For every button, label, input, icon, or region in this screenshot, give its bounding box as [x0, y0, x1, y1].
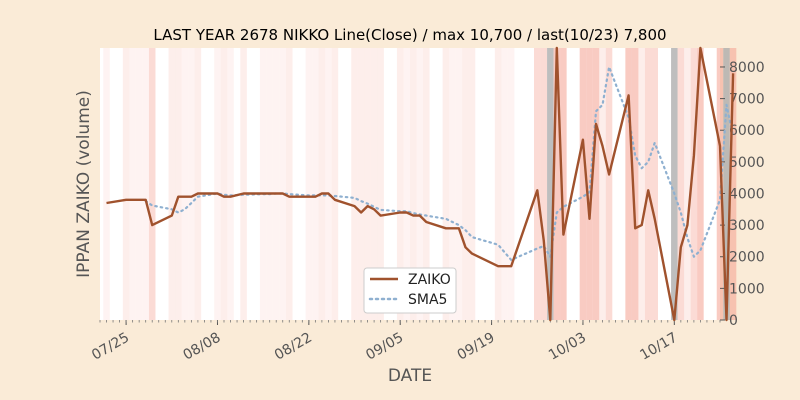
background-band — [410, 48, 417, 320]
background-band — [501, 48, 508, 320]
y-tick-label: 8000 — [729, 60, 765, 76]
background-band — [240, 48, 247, 320]
background-band — [540, 48, 548, 320]
background-band — [684, 48, 691, 320]
background-band — [592, 48, 600, 320]
background-band — [331, 48, 339, 320]
background-band — [148, 48, 156, 320]
background-band — [142, 48, 149, 320]
background-band — [305, 48, 313, 320]
background-band — [266, 48, 273, 320]
background-band — [671, 48, 678, 320]
background-band — [188, 48, 195, 320]
background-band — [312, 48, 319, 320]
background-band — [534, 48, 541, 320]
background-band — [396, 48, 404, 320]
series-line-zaiko — [106, 46, 735, 322]
background-band — [716, 48, 724, 320]
background-band — [325, 48, 332, 320]
y-tick-label: 5000 — [729, 155, 765, 171]
legend-label-sma5: SMA5 — [408, 292, 447, 308]
background-band — [423, 48, 430, 320]
background-band — [318, 48, 326, 320]
background-band — [638, 48, 645, 320]
background-band — [227, 48, 234, 320]
background-band — [723, 48, 730, 320]
background-band — [468, 48, 476, 320]
background-band — [364, 48, 371, 320]
y-tick-label: 1000 — [729, 281, 765, 297]
series-lines — [106, 46, 735, 322]
background-band — [135, 48, 143, 320]
background-band — [631, 48, 639, 320]
y-tick-label: 7000 — [729, 92, 765, 108]
background-band — [599, 48, 606, 320]
x-axis-title: DATE — [388, 366, 432, 386]
background-band — [357, 48, 365, 320]
background-band — [351, 48, 358, 320]
background-band — [181, 48, 189, 320]
y-tick-label: 3000 — [729, 218, 765, 234]
y-axis-title: IPPAN ZAIKO (volume) — [74, 90, 94, 278]
background-band — [507, 48, 515, 320]
background-band — [220, 48, 228, 320]
background-band — [586, 48, 593, 320]
background-band — [370, 48, 378, 320]
background-band — [168, 48, 176, 320]
background-band — [279, 48, 286, 320]
background-band — [690, 48, 698, 320]
background-band — [560, 48, 567, 320]
y-tick-label: 2000 — [729, 250, 765, 266]
background-band — [259, 48, 267, 320]
background-band — [175, 48, 182, 320]
background-band — [605, 48, 613, 320]
background-bands — [103, 48, 737, 320]
background-band — [403, 48, 410, 320]
chart-title: LAST YEAR 2678 NIKKO Line(Close) / max 1… — [153, 26, 666, 44]
background-band — [729, 48, 737, 320]
y-tick-label: 6000 — [729, 123, 765, 139]
y-axis-ticks: 0 1000 2000 3000 4000 5000 6000 7000 8000 — [720, 60, 765, 329]
background-band — [122, 48, 130, 320]
background-band — [625, 48, 632, 320]
background-band — [377, 48, 384, 320]
background-band — [455, 48, 463, 320]
y-tick-label: 4000 — [729, 186, 765, 202]
background-band — [462, 48, 469, 320]
background-band — [644, 48, 652, 320]
background-band — [494, 48, 502, 320]
background-band — [129, 48, 136, 320]
background-band — [547, 48, 554, 320]
background-band — [194, 48, 202, 320]
background-band — [214, 48, 221, 320]
background-band — [286, 48, 293, 320]
background-band — [651, 48, 658, 320]
background-band — [103, 48, 110, 320]
background-band — [579, 48, 587, 320]
background-band — [416, 48, 424, 320]
legend-label-zaiko: ZAIKO — [408, 272, 451, 288]
y-tick-label: 0 — [729, 313, 738, 329]
background-band — [553, 48, 561, 320]
legend: ZAIKO SMA5 — [363, 267, 457, 314]
background-band — [677, 48, 685, 320]
background-band — [272, 48, 280, 320]
background-band — [442, 48, 450, 320]
background-band — [697, 48, 704, 320]
background-band — [449, 48, 456, 320]
